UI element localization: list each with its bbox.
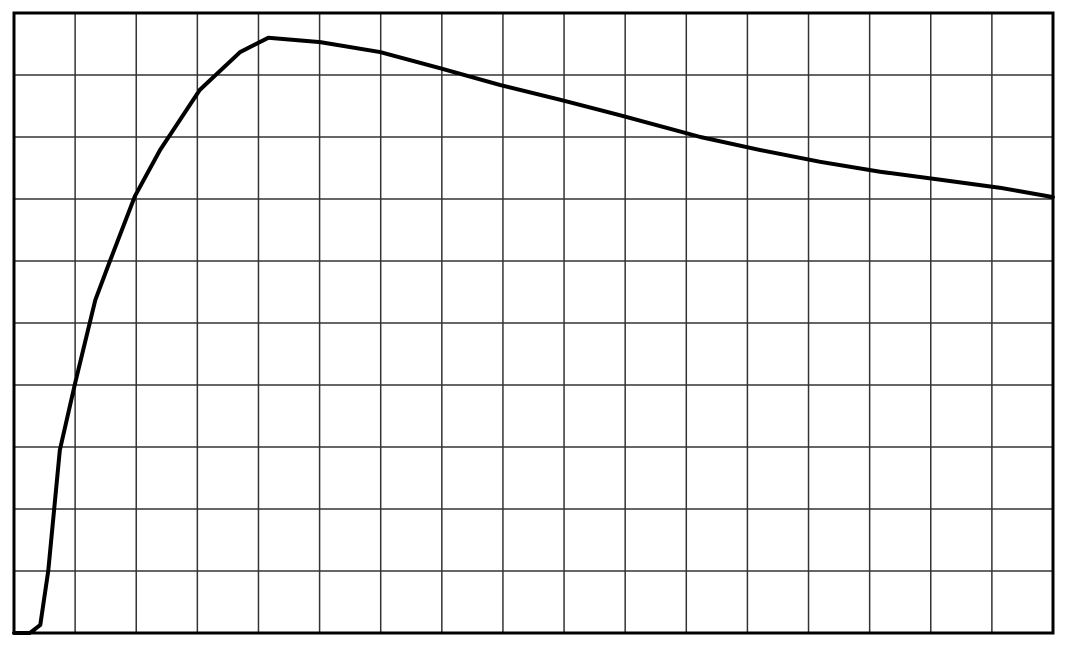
line-series	[12, 35, 1055, 635]
plot-border	[12, 11, 1055, 635]
